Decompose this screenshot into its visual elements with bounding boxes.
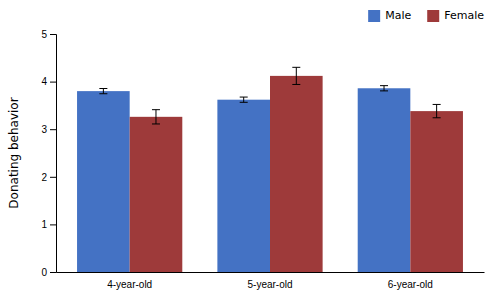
y-tick: 3 [41, 124, 56, 135]
x-tick-label: 6-year-old [388, 279, 433, 290]
y-axis: 0 1 2 3 4 5 [41, 29, 56, 278]
chart-container: 0 1 2 3 4 5 4-year-old 5-year-old 6-year-old Dona… [0, 0, 500, 302]
x-tick-label: 4-year-old [107, 279, 152, 290]
series-bars [130, 76, 463, 272]
y-tick: 5 [41, 29, 56, 40]
bar [130, 117, 183, 272]
marks [77, 67, 463, 272]
bar [410, 111, 463, 272]
y-tick: 1 [41, 219, 56, 230]
legend-item: Female [427, 9, 484, 22]
x-tick: 5-year-old [247, 279, 292, 290]
y-tick-mark [50, 272, 56, 273]
y-tick-label: 5 [41, 29, 47, 40]
bar [77, 91, 130, 272]
y-tick-label: 0 [41, 267, 47, 278]
y-tick: 2 [41, 172, 56, 183]
legend-item: Male [368, 9, 411, 22]
x-tick-label: 5-year-old [247, 279, 292, 290]
bar [358, 88, 411, 272]
series-error-bars [99, 86, 388, 103]
error-bar [380, 86, 388, 91]
y-axis-line [50, 35, 57, 273]
error-bar [240, 97, 248, 102]
legend-swatch [368, 10, 380, 22]
legend: Male Female [368, 9, 484, 22]
x-axis-line [57, 272, 485, 273]
legend-label: Female [444, 9, 484, 22]
y-tick-label: 3 [41, 124, 47, 135]
y-tick: 4 [41, 76, 56, 87]
y-tick-label: 1 [41, 219, 47, 230]
error-bar [152, 110, 160, 124]
series-bars [77, 88, 410, 272]
x-axis: 4-year-old 5-year-old 6-year-old [57, 273, 485, 291]
plot-area: 0 1 2 3 4 5 4-year-old 5-year-old 6-year-old [41, 29, 484, 290]
error-bar [99, 89, 107, 94]
y-tick-mark [50, 224, 56, 225]
legend-swatch [427, 10, 439, 22]
y-tick: 0 [41, 267, 56, 278]
y-tick-label: 4 [41, 76, 47, 87]
bar [217, 100, 270, 272]
error-bar [433, 104, 441, 117]
y-tick-label: 2 [41, 172, 47, 183]
x-tick: 4-year-old [107, 279, 152, 290]
y-axis-title: Donating behavior [7, 97, 21, 208]
y-tick-mark [50, 34, 56, 35]
y-tick-mark [50, 129, 56, 130]
series-error-bars [152, 67, 441, 124]
y-tick-mark [50, 82, 56, 83]
error-bar [292, 67, 300, 84]
legend-label: Male [385, 9, 411, 22]
bar [270, 76, 323, 272]
x-tick: 6-year-old [388, 279, 433, 290]
chart-svg: 0 1 2 3 4 5 4-year-old 5-year-old 6-year-old Dona… [0, 0, 500, 302]
y-tick-mark [50, 177, 56, 178]
